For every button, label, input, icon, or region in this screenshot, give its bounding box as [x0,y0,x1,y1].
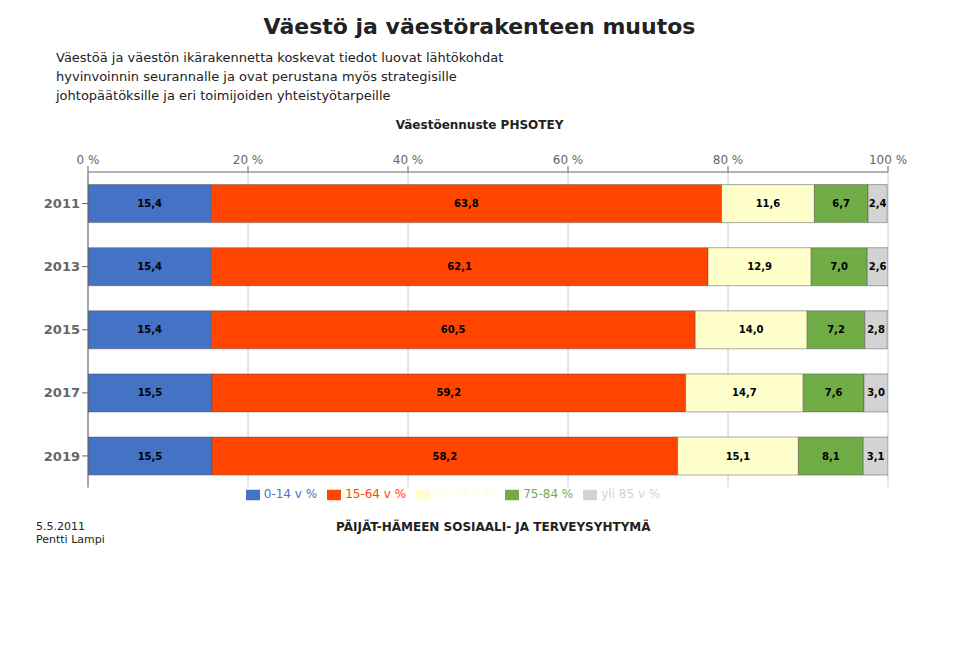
svg-text:0 %: 0 % [77,153,100,167]
svg-text:14,7: 14,7 [732,387,757,398]
svg-text:12,9: 12,9 [747,261,772,272]
svg-text:60,5: 60,5 [441,324,466,335]
svg-text:40 %: 40 % [393,153,424,167]
svg-text:15,4: 15,4 [137,261,162,272]
svg-text:2013: 2013 [44,259,80,274]
html-text:yli 85 v %: yli 85 v % [601,487,661,501]
svg-text:11,6: 11,6 [756,198,781,209]
svg-text:100 %: 100 % [869,153,907,167]
html-text:Väestö ja väestörakenteen muut: Väestö ja väestörakenteen muutos [263,14,696,39]
svg-text:7,2: 7,2 [827,324,845,335]
html-text:PÄIJÄT-HÄMEEN SOSIAALI- JA TER: PÄIJÄT-HÄMEEN SOSIAALI- JA TERVEYSYHTYMÄ [336,519,651,534]
svg-text:14,0: 14,0 [739,324,764,335]
svg-text:15,1: 15,1 [726,450,751,461]
svg-text:59,2: 59,2 [436,387,461,398]
svg-text:7,0: 7,0 [830,261,848,272]
svg-text:2,8: 2,8 [867,324,885,335]
svg-text:58,2: 58,2 [432,450,457,461]
html-text:15-64 v %: 15-64 v % [345,487,407,501]
svg-text:80 %: 80 % [713,153,744,167]
html-text:Väestöä ja väestön ikärakennet: Väestöä ja väestön ikärakennetta koskeva… [56,50,504,103]
html-text:0-14 v %: 0-14 v % [263,487,318,501]
svg-text:2,4: 2,4 [869,198,887,209]
svg-text:7,6: 7,6 [825,387,843,398]
svg-text:6,7: 6,7 [832,198,850,209]
svg-text:63,8: 63,8 [454,198,479,209]
svg-text:2017: 2017 [44,385,80,400]
html-text:Väestöennuste PHSOTEY: Väestöennuste PHSOTEY [395,117,564,132]
svg-text:3,1: 3,1 [867,450,885,461]
svg-text:20 %: 20 % [233,153,264,167]
html-text:75-84 %: 75-84 % [523,487,574,501]
svg-text:60 %: 60 % [553,153,584,167]
svg-text:2019: 2019 [44,448,80,463]
svg-text:15,5: 15,5 [138,450,163,461]
svg-text:8,1: 8,1 [822,450,840,461]
svg-text:2015: 2015 [44,322,80,337]
svg-text:15,5: 15,5 [138,387,163,398]
svg-text:3,0: 3,0 [867,387,885,398]
svg-text:15,4: 15,4 [137,198,162,209]
html-text:65-74 v %: 65-74 v % [434,487,496,501]
svg-text:2,6: 2,6 [869,261,887,272]
svg-text:2011: 2011 [44,196,80,211]
svg-text:15,4: 15,4 [137,324,162,335]
html-text:5.5.2011 Pentti Lampi: 5.5.2011 Pentti Lampi [36,519,105,546]
svg-text:62,1: 62,1 [447,261,472,272]
